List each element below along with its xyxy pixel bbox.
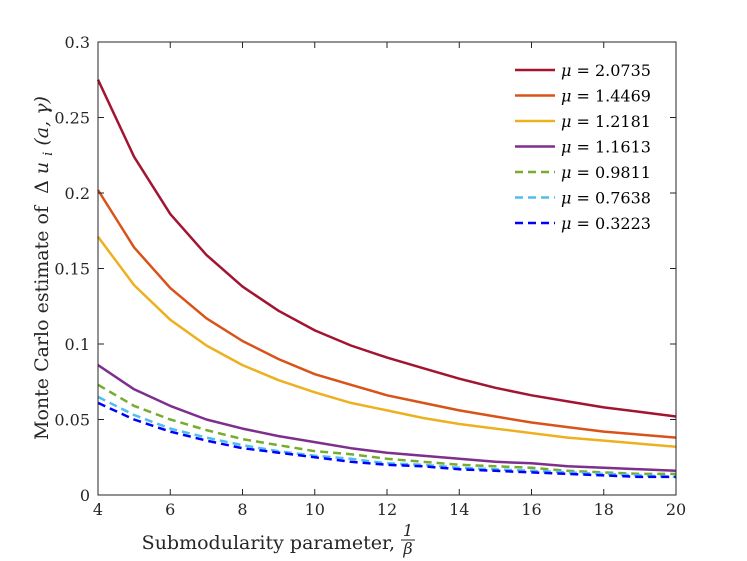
y-tick-label: 0 [80, 486, 90, 505]
legend-label-2: μ = 1.4469 [561, 87, 651, 106]
x-axis-label-text: Submodularity parameter, [142, 532, 395, 554]
y-axis-label-subscript: i [41, 152, 56, 156]
x-tick-label: 12 [377, 500, 397, 519]
y-tick-label: 0.2 [65, 184, 90, 203]
x-tick-label: 16 [521, 500, 541, 519]
legend: μ = 2.0735 μ = 1.4469 μ = 1.2181 μ = 1.1613… [505, 50, 668, 243]
x-tick-label: 18 [594, 500, 614, 519]
x-tick-label: 8 [237, 500, 247, 519]
x-tick-label: 6 [165, 500, 175, 519]
series-line-2 [96, 189, 677, 439]
x-tick-label: 10 [305, 500, 325, 519]
y-axis-ticks: 0 0.05 0.1 0.15 0.2 0.25 0.3 [54, 33, 676, 505]
legend-label-1: μ = 2.0735 [561, 61, 651, 80]
series-line-3 [96, 236, 677, 448]
y-axis-label-words: Monte Carlo estimate of [31, 204, 53, 440]
legend-label-3: μ = 1.2181 [561, 112, 651, 131]
x-axis-label-frac-denominator: β [402, 539, 412, 558]
y-axis-label-u: u [31, 162, 53, 174]
x-tick-label: 4 [93, 500, 103, 519]
legend-label-4: μ = 1.1613 [561, 138, 651, 157]
y-tick-label: 0.25 [54, 109, 90, 128]
y-axis-label-args: (a, γ) [31, 96, 53, 146]
x-axis-ticks: 4 6 8 10 12 14 16 18 20 [93, 42, 686, 519]
legend-label-7: μ = 0.3223 [561, 214, 651, 233]
series-line-1 [96, 79, 677, 418]
y-axis-label: Monte Carlo estimate of Δ u i (a, γ) [31, 96, 57, 440]
x-tick-label: 14 [449, 500, 469, 519]
legend-label-5: μ = 0.9811 [561, 163, 651, 182]
y-axis-label-delta: Δ [31, 180, 53, 194]
x-tick-label: 20 [666, 500, 686, 519]
y-tick-label: 0.3 [65, 33, 90, 52]
y-axis-label-text: Monte Carlo estimate of Δ u i (a, γ) [31, 96, 57, 440]
y-tick-label: 0.1 [65, 335, 90, 354]
x-axis-label-frac-numerator: 1 [403, 521, 413, 540]
plot-lines [96, 79, 677, 479]
series-line-4 [97, 364, 677, 473]
series-line-5 [97, 383, 676, 476]
y-tick-label: 0.05 [54, 411, 90, 430]
x-axis-label: Submodularity parameter, 1 β [142, 521, 415, 558]
y-tick-label: 0.15 [54, 260, 90, 279]
legend-label-6: μ = 0.7638 [561, 189, 651, 208]
